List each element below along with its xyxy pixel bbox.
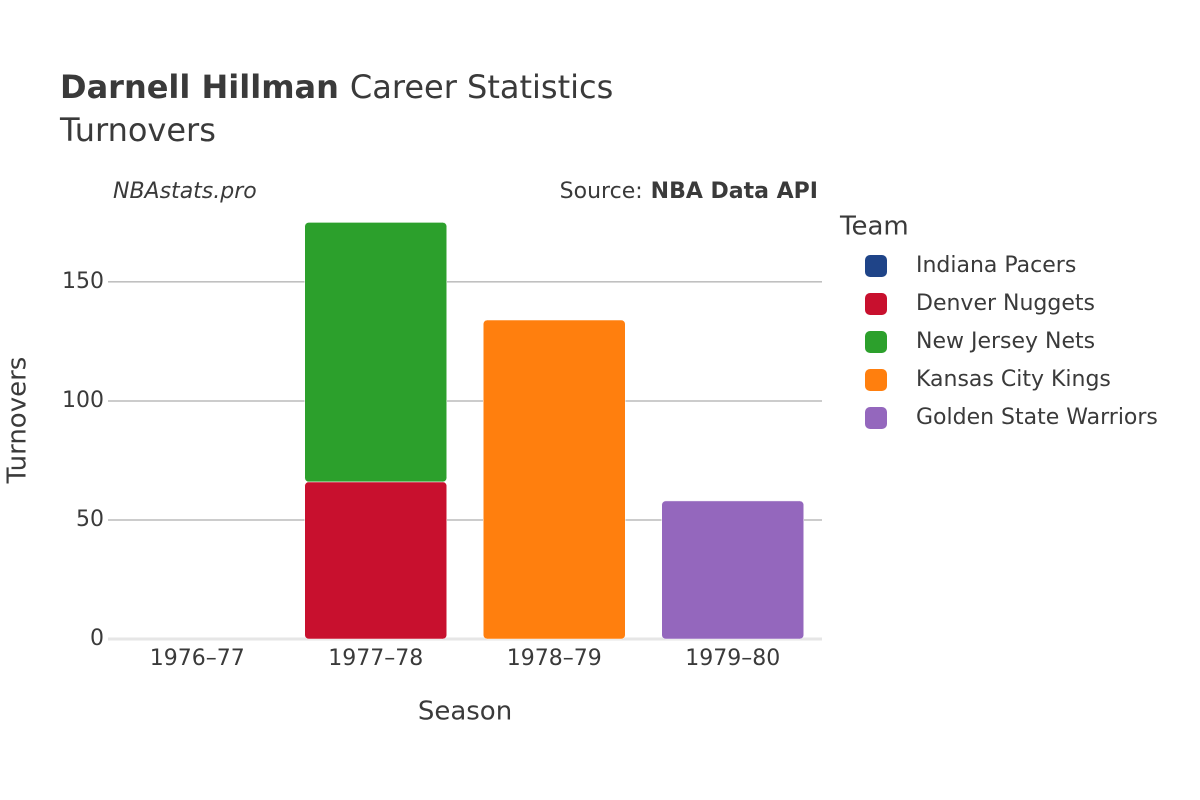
legend-swatch (865, 407, 887, 429)
watermark: NBAstats.pro (113, 179, 257, 204)
legend-title: Team (839, 212, 909, 242)
chart-title: Darnell Hillman (60, 68, 339, 106)
legend-swatch (865, 331, 887, 353)
legend-label: Golden State Warriors (916, 405, 1158, 430)
source-label: Source: (560, 179, 643, 204)
legend-label: Indiana Pacers (916, 253, 1076, 278)
y-axis-title: Turnovers (3, 357, 33, 485)
chart-subtitle: Turnovers (59, 111, 216, 149)
x-axis-title: Season (418, 697, 512, 727)
chart-title-suffix: Career Statistics (350, 68, 613, 106)
legend-label: Kansas City Kings (916, 367, 1111, 392)
legend-swatch (865, 293, 887, 315)
y-tick-label: 100 (62, 388, 104, 413)
x-tick-label: 1978–79 (507, 646, 602, 671)
bar-segment (304, 481, 447, 640)
y-tick-label: 50 (76, 507, 104, 532)
legend-swatch (865, 369, 887, 391)
legend-label: Denver Nuggets (916, 291, 1095, 316)
legend-label: New Jersey Nets (916, 329, 1095, 354)
x-tick-label: 1979–80 (685, 646, 780, 671)
bar-segment (483, 319, 626, 640)
x-tick-label: 1977–78 (328, 646, 423, 671)
bar-segment (304, 222, 447, 483)
legend-swatch (865, 255, 887, 277)
y-tick-label: 0 (90, 626, 104, 651)
x-tick-label: 1976–77 (150, 646, 245, 671)
y-tick-label: 150 (62, 269, 104, 294)
bar-segment (661, 500, 804, 640)
source: NBA Data API (651, 179, 818, 204)
